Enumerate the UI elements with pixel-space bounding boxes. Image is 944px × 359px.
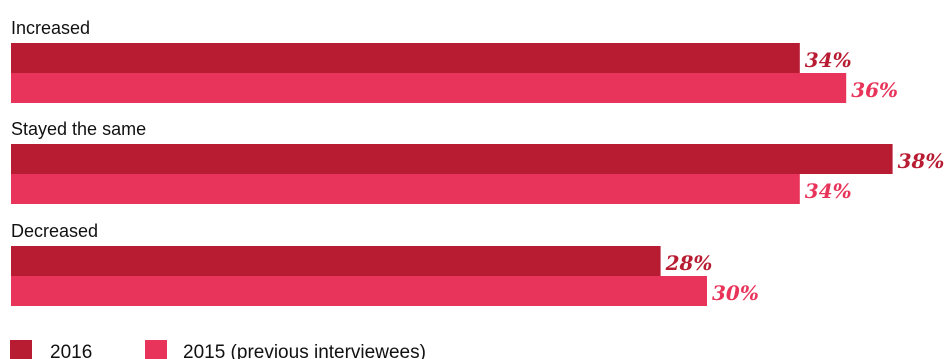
bar-2016 <box>11 246 661 276</box>
bar-value-label: 36% <box>851 78 898 102</box>
bar-value-label: 38% <box>898 149 944 173</box>
bar-2015 <box>11 73 846 103</box>
bar-2016 <box>11 43 800 73</box>
category-label: Decreased <box>11 221 98 241</box>
bar-2015 <box>11 174 800 204</box>
bar-value-label: 30% <box>712 281 759 305</box>
legend-label: 2015 (previous interviewees) <box>183 342 426 359</box>
bar-2016 <box>11 144 893 174</box>
bar-value-label: 34% <box>805 48 852 72</box>
legend-swatch <box>145 340 167 359</box>
category-label: Increased <box>11 18 90 38</box>
legend-label: 2016 <box>50 342 92 359</box>
category-label: Stayed the same <box>11 119 146 139</box>
bar-2015 <box>11 276 707 306</box>
legend-swatch <box>10 340 32 359</box>
bar-value-label: 34% <box>805 179 852 203</box>
bar-value-label: 28% <box>665 251 713 275</box>
